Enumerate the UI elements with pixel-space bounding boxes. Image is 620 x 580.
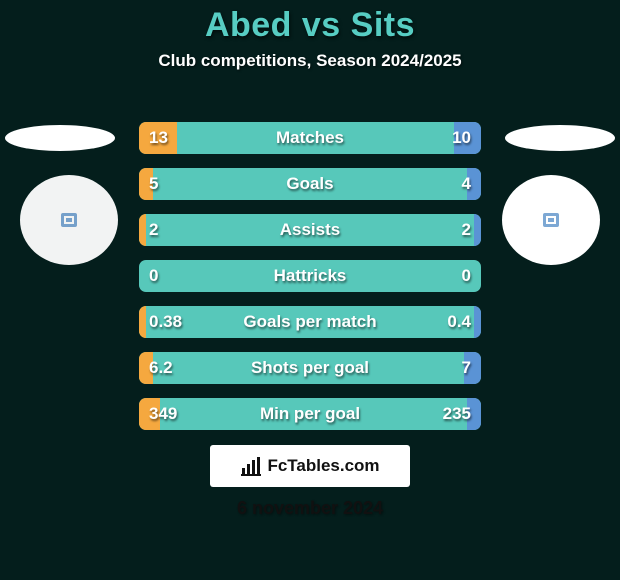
date-label: 6 november 2024 xyxy=(0,498,620,519)
stat-label: Hattricks xyxy=(139,260,481,292)
stat-rows: Matches13 10 Goals5 4 Assists2 2 Hattricks0 0 Go… xyxy=(139,122,481,444)
stat-row: Goals per match0.38 0.4 xyxy=(139,306,481,338)
stat-value-right: 7 xyxy=(462,352,471,384)
stat-value-left: 5 xyxy=(149,168,158,200)
footer-logo: FcTables.com xyxy=(210,445,410,487)
player-photo-placeholder-left xyxy=(5,125,115,151)
stat-value-left: 2 xyxy=(149,214,158,246)
bar-chart-icon xyxy=(240,456,262,476)
stat-label: Shots per goal xyxy=(139,352,481,384)
player-photo-placeholder-right xyxy=(505,125,615,151)
stat-value-left: 349 xyxy=(149,398,177,430)
stat-value-left: 0.38 xyxy=(149,306,182,338)
badge-icon xyxy=(61,213,77,227)
stat-value-right: 10 xyxy=(452,122,471,154)
stat-value-right: 4 xyxy=(462,168,471,200)
team-badge-left xyxy=(20,175,118,265)
stat-value-left: 0 xyxy=(149,260,158,292)
stat-label: Goals xyxy=(139,168,481,200)
stat-row: Goals5 4 xyxy=(139,168,481,200)
stat-label: Assists xyxy=(139,214,481,246)
team-badge-right xyxy=(502,175,600,265)
stat-row: Assists2 2 xyxy=(139,214,481,246)
stat-row: Hattricks0 0 xyxy=(139,260,481,292)
stat-value-right: 0 xyxy=(462,260,471,292)
footer-brand-text: FcTables.com xyxy=(267,456,379,476)
stat-value-right: 235 xyxy=(443,398,471,430)
stat-value-right: 2 xyxy=(462,214,471,246)
stat-row: Shots per goal6.2 7 xyxy=(139,352,481,384)
stat-label: Goals per match xyxy=(139,306,481,338)
stat-row: Matches13 10 xyxy=(139,122,481,154)
stat-value-right: 0.4 xyxy=(447,306,471,338)
stat-value-left: 13 xyxy=(149,122,168,154)
page-title: Abed vs Sits xyxy=(0,0,620,45)
stat-label: Min per goal xyxy=(139,398,481,430)
stat-value-left: 6.2 xyxy=(149,352,173,384)
badge-icon xyxy=(543,213,559,227)
page-subtitle: Club competitions, Season 2024/2025 xyxy=(0,51,620,71)
stat-row: Min per goal349 235 xyxy=(139,398,481,430)
comparison-infographic: Abed vs Sits Club competitions, Season 2… xyxy=(0,0,620,580)
stat-label: Matches xyxy=(139,122,481,154)
